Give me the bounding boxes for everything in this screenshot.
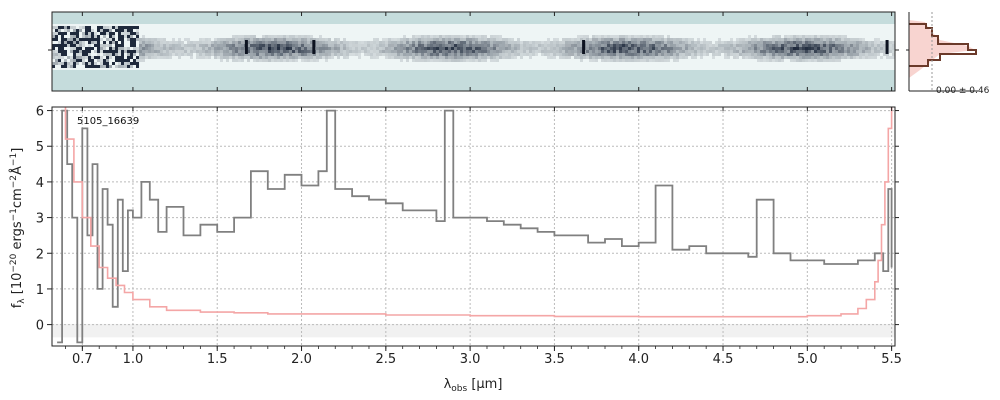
main-frame	[51, 106, 896, 347]
zero-band	[52, 323, 895, 338]
y-title-exp2: −1	[9, 208, 19, 221]
error-series-line	[64, 107, 893, 318]
y-tick-label: 4	[36, 176, 44, 191]
x-tick-label: 2.0	[291, 352, 312, 367]
spectrum-2d-trace	[52, 26, 895, 68]
spectrum-2d-line	[885, 40, 889, 54]
y-tick-label: 1	[36, 283, 44, 298]
x-tick-label: 5.5	[881, 352, 902, 367]
x-axis-title-symbol: λ	[444, 377, 452, 392]
y-axis-title: fλ [10−20 ergs−1cm−2Å−1]	[9, 148, 27, 309]
y-title-pre: [10	[10, 273, 25, 299]
y-title-f: f	[10, 303, 25, 308]
x-axis-title-unit: [μm]	[467, 377, 502, 392]
spectrum-2d-frame	[51, 11, 896, 92]
x-tick-label: 1.0	[123, 352, 144, 367]
x-axis-title-sub: obs	[451, 384, 467, 394]
x-tick-label: 0.7	[72, 352, 93, 367]
y-title-exp4: −1	[9, 153, 19, 166]
spectrum-2d-line	[312, 40, 316, 54]
y-tick-label: 0	[36, 319, 44, 334]
x-tick-label: 4.5	[713, 352, 734, 367]
inset-stat-label: 0.00 ± 0.46	[936, 86, 990, 96]
y-title-exp1: −20	[9, 253, 19, 272]
x-tick-label: 3.5	[544, 352, 565, 367]
y-title-mid3: Å	[9, 166, 25, 175]
x-tick-label: 2.5	[375, 352, 396, 367]
y-title-mid1: ergs	[10, 221, 25, 253]
inset-profile-line	[909, 23, 977, 67]
y-title-lambda: λ	[17, 298, 27, 304]
y-tick-label: 3	[36, 212, 44, 227]
profile-inset-panel	[906, 12, 978, 92]
y-title-post: ]	[10, 148, 25, 153]
y-title-exp3: −2	[9, 175, 19, 188]
x-axis-title: λobs [μm]	[444, 377, 503, 394]
x-tick-label: 1.5	[207, 352, 228, 367]
x-tick-label: 3.0	[460, 352, 481, 367]
flux-series-line	[57, 109, 893, 344]
inset-error-fill	[909, 20, 975, 78]
spectrum-2d-line	[582, 40, 586, 54]
y-tick-label: 6	[36, 105, 44, 120]
object-label: 5105_16639	[77, 116, 139, 127]
spectrum-2d-line	[244, 40, 248, 54]
y-title-mid2: cm	[10, 188, 25, 208]
y-tick-label: 2	[36, 247, 44, 262]
spectrum-1d-panel: 0.7 1.0 1.5 2.0 2.5 3.0 3.5 4.0 4.5 5.0 5.5 0 1 2 3 4 5 6	[36, 105, 902, 367]
x-tick-label: 4.0	[628, 352, 649, 367]
spectrum-2d-panel	[48, 11, 899, 92]
x-tick-label: 5.0	[797, 352, 818, 367]
y-tick-label: 5	[36, 140, 44, 155]
